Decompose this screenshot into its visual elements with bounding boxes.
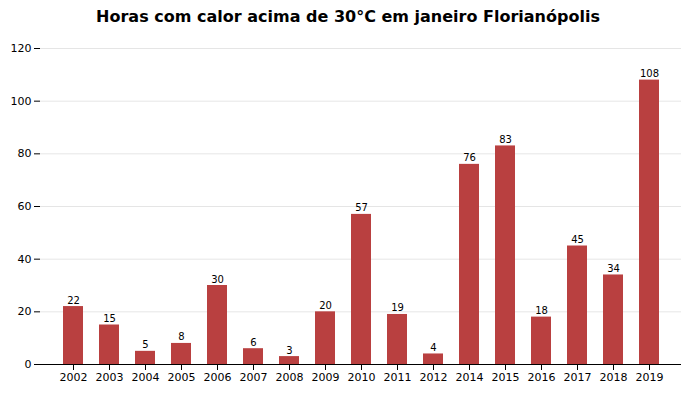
svg-text:2012: 2012 bbox=[420, 371, 448, 384]
svg-text:108: 108 bbox=[640, 68, 659, 79]
svg-text:83: 83 bbox=[499, 134, 512, 145]
svg-text:2002: 2002 bbox=[60, 371, 88, 384]
svg-text:2005: 2005 bbox=[168, 371, 196, 384]
svg-text:2003: 2003 bbox=[96, 371, 124, 384]
svg-text:8: 8 bbox=[178, 331, 184, 342]
svg-text:2008: 2008 bbox=[276, 371, 304, 384]
svg-text:57: 57 bbox=[355, 202, 368, 213]
svg-text:76: 76 bbox=[463, 152, 476, 163]
svg-text:2019: 2019 bbox=[636, 371, 664, 384]
svg-text:2017: 2017 bbox=[564, 371, 592, 384]
svg-text:2014: 2014 bbox=[456, 371, 484, 384]
svg-text:2015: 2015 bbox=[492, 371, 520, 384]
svg-text:4: 4 bbox=[430, 342, 436, 353]
svg-text:100: 100 bbox=[11, 95, 32, 108]
svg-text:2011: 2011 bbox=[384, 371, 412, 384]
svg-text:22: 22 bbox=[67, 295, 80, 306]
svg-text:2018: 2018 bbox=[600, 371, 628, 384]
svg-text:3: 3 bbox=[286, 345, 292, 356]
svg-text:40: 40 bbox=[18, 253, 32, 266]
svg-text:2007: 2007 bbox=[240, 371, 268, 384]
svg-text:30: 30 bbox=[211, 274, 224, 285]
svg-text:5: 5 bbox=[142, 339, 148, 350]
svg-text:2009: 2009 bbox=[312, 371, 340, 384]
svg-text:18: 18 bbox=[535, 305, 548, 316]
svg-text:19: 19 bbox=[391, 302, 404, 313]
svg-text:60: 60 bbox=[18, 200, 32, 213]
svg-text:20: 20 bbox=[18, 305, 32, 318]
svg-text:2004: 2004 bbox=[132, 371, 160, 384]
svg-text:120: 120 bbox=[11, 42, 32, 55]
svg-text:15: 15 bbox=[103, 313, 116, 324]
svg-text:20: 20 bbox=[319, 300, 332, 311]
svg-text:6: 6 bbox=[250, 337, 256, 348]
svg-text:2006: 2006 bbox=[204, 371, 232, 384]
svg-text:80: 80 bbox=[18, 147, 32, 160]
svg-text:34: 34 bbox=[607, 263, 620, 274]
svg-text:2010: 2010 bbox=[348, 371, 376, 384]
html-text:Horas com calor acima de 30°C: Horas com calor acima de 30°C em janeiro… bbox=[96, 7, 600, 26]
svg-text:0: 0 bbox=[25, 358, 32, 371]
svg-text:2016: 2016 bbox=[528, 371, 556, 384]
svg-text:45: 45 bbox=[571, 234, 584, 245]
